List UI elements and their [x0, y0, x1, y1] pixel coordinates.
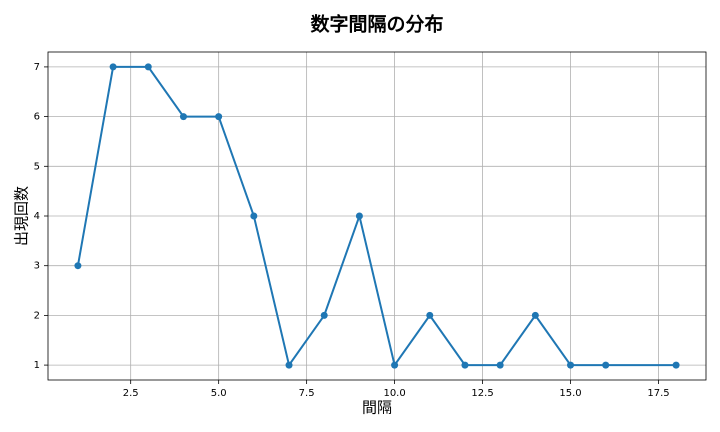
point	[179, 113, 187, 121]
point	[391, 361, 399, 369]
x-tick-label: 15.0	[559, 388, 581, 399]
point	[672, 361, 680, 369]
chart-title: 数字間隔の分布	[310, 13, 443, 36]
y-tick-label: 1	[34, 360, 40, 371]
point	[109, 63, 117, 71]
point	[355, 212, 363, 220]
y-tick-label: 5	[34, 161, 40, 172]
x-axis-label: 間隔	[362, 399, 392, 417]
y-tick-label: 7	[34, 62, 40, 73]
point	[250, 212, 258, 220]
point	[144, 63, 152, 71]
point	[496, 361, 504, 369]
x-tick-label: 17.5	[647, 388, 669, 399]
point	[602, 361, 610, 369]
point	[426, 311, 434, 319]
point	[285, 361, 293, 369]
y-tick-label: 3	[34, 261, 40, 272]
x-tick-label: 5.0	[211, 388, 227, 399]
point	[215, 113, 223, 121]
point	[531, 311, 539, 319]
x-tick-label: 7.5	[299, 388, 315, 399]
y-tick-label: 4	[34, 211, 40, 222]
y-tick-label: 2	[34, 310, 40, 321]
plot	[74, 63, 680, 369]
x-tick-label: 10.0	[383, 388, 405, 399]
plot-frame	[47, 51, 707, 381]
y-tick-label: 6	[34, 112, 40, 123]
x-tick-label: 12.5	[471, 388, 493, 399]
point	[567, 361, 575, 369]
point	[320, 311, 328, 319]
point	[74, 262, 82, 270]
x-tick-label: 2.5	[123, 388, 139, 399]
grid: 1 2 3 4 5 6 7 2.5 5.0 7.5 10.0 12.5 15.0 17.5	[34, 52, 706, 399]
y-axis-label: 出現回数	[13, 186, 31, 246]
point	[461, 361, 469, 369]
